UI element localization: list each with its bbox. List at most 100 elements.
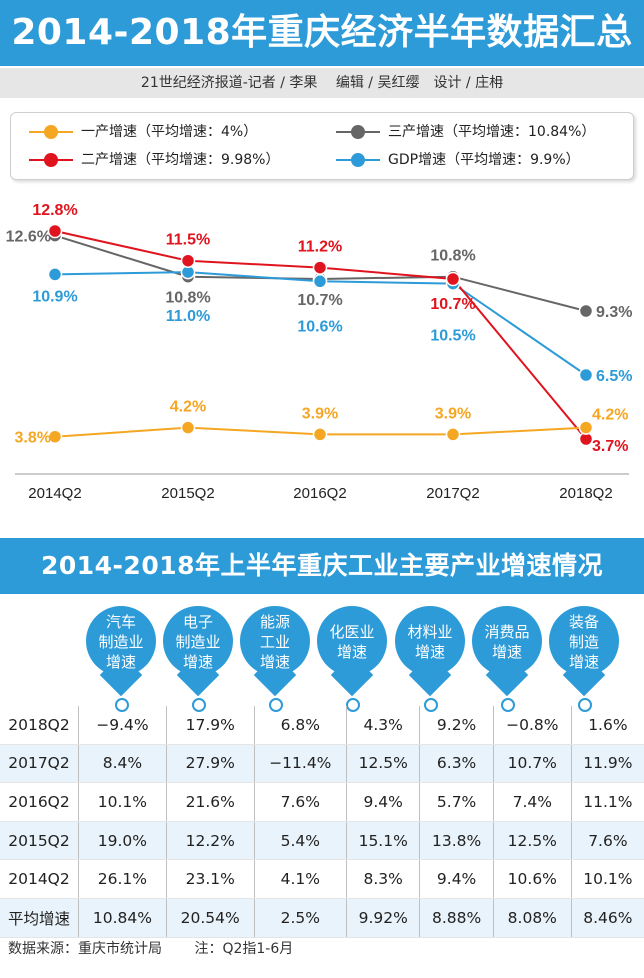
category-label-line: 制造业 [175, 633, 221, 651]
legend-label: 三产增速（平均增速：10.84%） [388, 124, 596, 140]
data-label: 11.5% [166, 232, 210, 249]
data-label: 6.5% [596, 368, 632, 385]
data-label: 10.5% [430, 328, 475, 345]
data-label: 11.0% [166, 308, 210, 325]
data-label: 10.9% [32, 288, 77, 305]
table-cell: −9.4% [78, 706, 167, 745]
data-point [578, 420, 594, 435]
data-point [180, 420, 196, 435]
table-cell: 21.6% [166, 782, 255, 822]
table-cell: 17.9% [166, 706, 255, 745]
row-header-cell: 2017Q2 [0, 744, 79, 784]
category-label: 装备 制造 增速 [547, 612, 621, 672]
data-point [312, 260, 328, 275]
table-cell: 9.2% [419, 706, 494, 745]
table-cell: 13.8% [419, 821, 494, 861]
table-row: 2015Q2 19.0% 12.2% 5.4% 15.1% 13.8% 12.5% 7.6% [0, 821, 644, 861]
category-label-line: 增速 [414, 643, 445, 661]
data-label: 12.8% [32, 202, 77, 219]
category-label: 汽车 制造业 增速 [84, 612, 158, 672]
category-label-line: 装备 [568, 613, 599, 631]
data-label: 4.2% [170, 399, 206, 416]
table-row: 平均增速 10.84% 20.54% 2.5% 9.92% 8.88% 8.08% 8.46% [0, 898, 644, 938]
data-point [180, 253, 196, 268]
category-label-line: 增速 [568, 653, 599, 671]
data-label: 4.2% [592, 407, 628, 424]
table-cell: 12.2% [166, 821, 255, 861]
category-label-line: 增速 [491, 643, 522, 661]
table-cell: 7.6% [254, 782, 348, 822]
industry-table: 2018Q2 −9.4% 17.9% 6.8% 4.3% 9.2% −0.8% 1.6% 201… [0, 706, 644, 938]
industry-section-title: 2014-2018年上半年重庆工业主要产业增速情况 [0, 538, 644, 594]
table-cell: 6.3% [419, 744, 494, 784]
category-label-line: 增速 [105, 653, 136, 671]
table-cell: −0.8% [493, 706, 572, 745]
table-cell: 2.5% [254, 898, 348, 938]
table-cell: 1.6% [571, 706, 644, 745]
table-row: 2017Q2 8.4% 27.9% −11.4% 12.5% 6.3% 10.7% 11.9% [0, 744, 644, 784]
data-label: 3.7% [592, 438, 628, 455]
table-cell: 19.0% [78, 821, 167, 861]
table-cell: 10.1% [571, 859, 644, 899]
table-cell: 20.54% [166, 898, 255, 938]
table-cell: 8.3% [346, 859, 421, 899]
category-label-line: 能源 [259, 613, 290, 631]
table-cell: 8.08% [493, 898, 572, 938]
legend-marker-icon [29, 125, 73, 139]
table-cell: 6.8% [254, 706, 348, 745]
table-cell: 9.4% [346, 782, 421, 822]
table-cell: 27.9% [166, 744, 255, 784]
x-tick-label: 2014Q2 [28, 485, 81, 502]
category-pin: 化医业 增速 [315, 606, 389, 712]
category-pin: 电子 制造业 增速 [161, 606, 235, 712]
data-point [445, 427, 461, 442]
row-header-cell: 2018Q2 [0, 706, 79, 745]
legend-label: GDP增速（平均增速：9.9%） [388, 152, 580, 168]
category-label: 能源 工业 增速 [238, 612, 312, 672]
table-cell: −11.4% [254, 744, 348, 784]
data-label: 10.7% [430, 296, 475, 313]
byline: 21世纪经济报道-记者 / 李果 编辑 / 吴红缨 设计 / 庄枏 [0, 68, 644, 98]
row-header-cell: 2015Q2 [0, 821, 79, 861]
data-label: 12.6% [6, 229, 51, 246]
category-label: 材料业 增速 [393, 622, 467, 662]
category-label-line: 制造 [568, 633, 599, 651]
legend-label: 二产增速（平均增速：9.98%） [81, 152, 280, 168]
category-label-line: 制造业 [98, 633, 144, 651]
table-row: 2014Q2 26.1% 23.1% 4.1% 8.3% 9.4% 10.6% 10.1% [0, 859, 644, 899]
table-cell: 12.5% [346, 744, 421, 784]
footer: 数据来源：重庆市统计局 注：Q2指1-6月 [8, 938, 321, 958]
legend-marker-icon [336, 125, 380, 139]
table-cell: 8.46% [571, 898, 644, 938]
data-label: 3.8% [15, 430, 51, 447]
category-label-line: 汽车 [105, 613, 136, 631]
x-tick-label: 2015Q2 [161, 485, 214, 502]
data-label: 10.8% [165, 290, 210, 307]
category-label-line: 增速 [182, 653, 213, 671]
data-point [578, 303, 594, 319]
table-cell: 10.84% [78, 898, 167, 938]
data-label: 10.7% [297, 292, 342, 309]
x-tick-label: 2018Q2 [559, 485, 612, 502]
data-label: 3.9% [435, 405, 471, 422]
table-cell: 7.4% [493, 782, 572, 822]
data-point [445, 271, 461, 287]
table-cell: 4.3% [346, 706, 421, 745]
data-label: 10.6% [297, 318, 342, 335]
table-cell: 11.1% [571, 782, 644, 822]
data-point [47, 429, 63, 444]
table-cell: 10.7% [493, 744, 572, 784]
source-text: 数据来源：重庆市统计局 [8, 941, 162, 957]
x-tick-label: 2016Q2 [293, 485, 346, 502]
category-pin: 汽车 制造业 增速 [84, 606, 158, 712]
category-label-line: 工业 [259, 633, 290, 651]
data-point [312, 427, 328, 442]
category-label-line: 材料业 [407, 623, 453, 641]
category-pin: 能源 工业 增速 [238, 606, 312, 712]
category-label-line: 电子 [182, 613, 213, 631]
row-header-cell: 平均增速 [0, 898, 79, 938]
legend-marker-icon [29, 153, 73, 167]
row-header-cell: 2016Q2 [0, 782, 79, 822]
row-header-cell: 2014Q2 [0, 859, 79, 899]
table-cell: 5.4% [254, 821, 348, 861]
